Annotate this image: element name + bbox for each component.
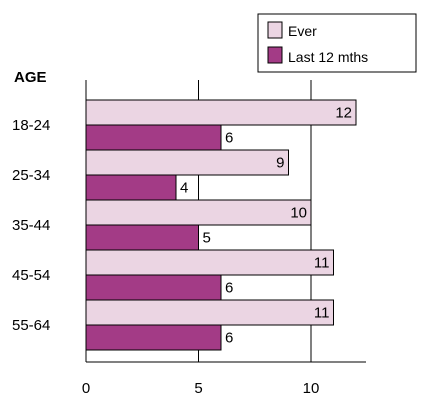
bar-last-12-mths-35-44 xyxy=(85,224,199,251)
x-tick-labels: 0 5 10 xyxy=(82,380,320,397)
category-label-35-44: 35-44 xyxy=(12,217,50,234)
legend-swatch-last-12-mths xyxy=(267,46,283,64)
age-axis-title: AGE xyxy=(14,69,47,86)
bar-ever-18-24 xyxy=(85,99,357,126)
data-label-ever-55-64: 11 xyxy=(314,305,330,322)
data-label-last-12-mths-35-44: 5 xyxy=(203,230,211,247)
legend-box xyxy=(257,13,417,73)
data-label-ever-25-34: 9 xyxy=(276,155,284,172)
data-label-last-12-mths-25-34: 4 xyxy=(180,180,188,197)
x-tick-label-5: 5 xyxy=(194,380,202,397)
bar-last-12-mths-18-24 xyxy=(85,124,222,151)
bar-ever-25-34 xyxy=(85,149,289,176)
data-label-ever-18-24: 12 xyxy=(335,105,352,122)
x-tick-label-0: 0 xyxy=(82,380,90,397)
category-label-45-54: 45-54 xyxy=(12,267,50,284)
axes xyxy=(85,80,366,363)
x-tick-label-10: 10 xyxy=(303,380,320,397)
legend-swatch-ever xyxy=(267,21,283,39)
bar-last-12-mths-45-54 xyxy=(85,274,222,301)
bar-ever-45-54 xyxy=(85,249,334,276)
data-label-last-12-mths-45-54: 6 xyxy=(225,280,233,297)
bar-last-12-mths-25-34 xyxy=(85,174,177,201)
bar-ever-35-44 xyxy=(85,199,312,226)
bar-ever-55-64 xyxy=(85,299,334,326)
legend-label-last-12-mths: Last 12 mths xyxy=(288,49,368,65)
bars xyxy=(85,99,357,351)
data-label-last-12-mths-18-24: 6 xyxy=(225,130,233,147)
data-labels: 12 6 9 4 10 5 11 6 11 6 xyxy=(180,105,352,347)
legend-label-ever: Ever xyxy=(288,23,317,39)
legend: Ever Last 12 mths xyxy=(257,13,417,73)
category-labels: 18-24 25-34 35-44 45-54 55-64 xyxy=(12,117,50,334)
data-label-last-12-mths-55-64: 6 xyxy=(225,330,233,347)
bar-last-12-mths-55-64 xyxy=(85,324,222,351)
data-label-ever-35-44: 10 xyxy=(290,205,307,222)
data-label-ever-45-54: 11 xyxy=(314,255,330,272)
category-label-25-34: 25-34 xyxy=(12,167,50,184)
category-label-18-24: 18-24 xyxy=(12,117,50,134)
category-label-55-64: 55-64 xyxy=(12,317,50,334)
